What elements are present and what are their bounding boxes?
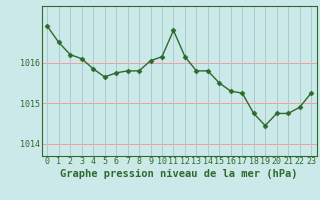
X-axis label: Graphe pression niveau de la mer (hPa): Graphe pression niveau de la mer (hPa) bbox=[60, 169, 298, 179]
